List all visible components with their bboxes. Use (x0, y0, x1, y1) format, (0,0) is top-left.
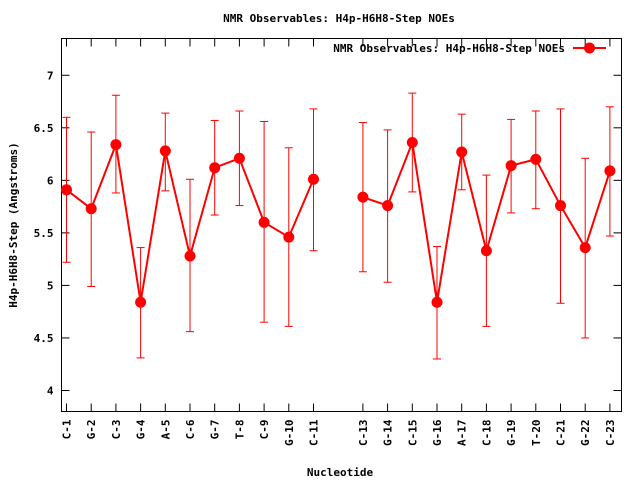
x-tick-label: G-7 (209, 420, 222, 440)
data-point (480, 245, 492, 257)
x-tick-label: C-11 (308, 419, 321, 446)
error-bars (62, 92, 614, 360)
series-lines (65, 138, 611, 303)
data-point (233, 152, 245, 164)
data-point (357, 191, 369, 203)
data-point (431, 296, 443, 308)
data-point (505, 160, 517, 172)
legend-marker-sample (584, 42, 595, 54)
data-point (85, 203, 97, 215)
x-tick-label: C-15 (406, 420, 419, 447)
y-tick-label: 4.5 (34, 332, 54, 345)
data-point (456, 146, 468, 158)
data-point (135, 296, 147, 308)
plot-frame (61, 38, 622, 412)
x-tick-label: T-8 (233, 420, 246, 440)
x-tick-label: C-9 (258, 420, 271, 440)
data-point (555, 200, 566, 212)
data-point (184, 250, 196, 262)
y-tick-label: 7 (47, 69, 54, 82)
legend: NMR Observables: H4p-H6H8-Step NOEs (333, 42, 606, 55)
data-point (61, 184, 72, 196)
data-point (283, 231, 295, 243)
data-point (110, 139, 122, 151)
x-tick-label: C-1 (61, 419, 74, 439)
y-axis: 4 4.5 5 5.5 6 6.5 7 (34, 69, 622, 397)
x-tick-label: A-5 (159, 420, 172, 440)
data-point (209, 162, 221, 174)
x-tick-label: C-3 (110, 420, 123, 440)
data-point (406, 137, 418, 149)
data-point (530, 153, 542, 165)
x-tick-label: C-13 (357, 420, 370, 447)
legend-label: NMR Observables: H4p-H6H8-Step NOEs (333, 42, 565, 55)
series-points (61, 137, 616, 308)
y-tick-label: 5 (47, 279, 54, 292)
x-tick-label: C-21 (555, 419, 568, 446)
x-tick-label: G-10 (283, 420, 296, 447)
y-tick-label: 4 (47, 384, 54, 397)
y-axis-label: H4p-H6H8-Step (Angstroms) (7, 142, 20, 308)
data-point (159, 145, 171, 157)
data-point (579, 242, 591, 254)
x-tick-label: G-14 (382, 419, 395, 446)
y-tick-label: 6.5 (34, 122, 54, 135)
x-tick-label: A-17 (456, 420, 469, 447)
y-tick-label: 5.5 (34, 227, 54, 240)
x-tick-label: C-6 (184, 419, 197, 439)
x-tick-label: G-19 (505, 420, 518, 447)
x-tick-label: G-2 (85, 420, 98, 440)
x-axis: C-1 G-2 C-3 G-4 A-5 C-6 G-7 T-8 C-9 G-10 C-11 C-13 G… (61, 38, 617, 447)
data-point (382, 200, 394, 212)
x-tick-label: G-22 (579, 420, 592, 447)
data-point (604, 165, 616, 177)
x-tick-label: T-20 (530, 420, 543, 447)
x-tick-label: C-18 (480, 420, 493, 447)
y-tick-label: 6 (47, 174, 54, 187)
x-tick-label: G-16 (431, 419, 444, 446)
x-tick-label: C-23 (604, 420, 617, 447)
x-tick-label: G-4 (135, 419, 148, 439)
data-point (308, 173, 319, 185)
data-point (258, 216, 270, 228)
chart-title: NMR Observables: H4p-H6H8-Step NOEs (223, 12, 455, 25)
x-axis-label: Nucleotide (307, 466, 374, 479)
